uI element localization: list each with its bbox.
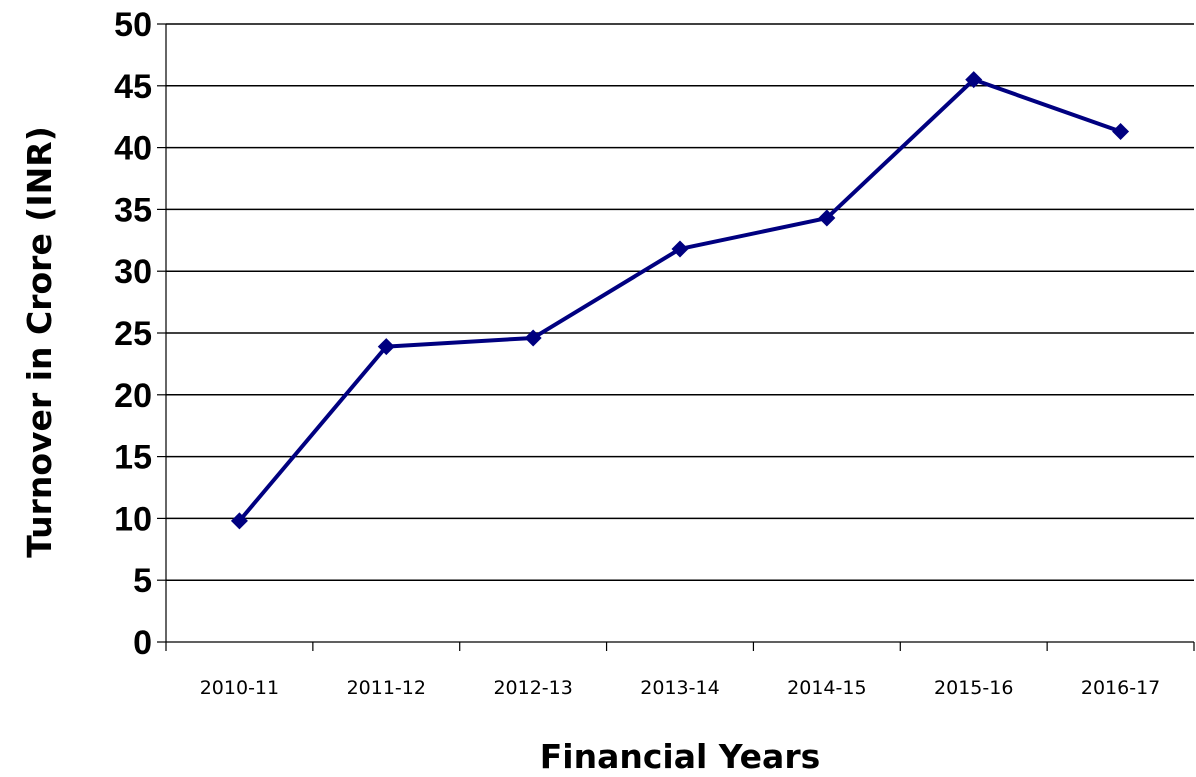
data-point-marker — [671, 240, 689, 258]
series — [230, 71, 1130, 530]
y-tick-label: 0 — [133, 624, 152, 662]
x-tick-label: 2012-13 — [493, 677, 572, 699]
axes — [157, 23, 1195, 651]
x-tick-label: 2011-12 — [347, 677, 426, 699]
data-point-marker — [230, 512, 248, 530]
data-point-marker — [377, 338, 395, 356]
y-tick-label: 25 — [114, 315, 152, 353]
x-tick-label: 2013-14 — [640, 677, 719, 699]
y-tick-label: 35 — [114, 191, 152, 229]
data-point-marker — [1112, 123, 1130, 141]
y-tick-label: 40 — [114, 130, 152, 168]
series-line — [237, 77, 1122, 523]
x-tick-label: 2010-11 — [200, 677, 279, 699]
x-tick-label: 2014-15 — [787, 677, 866, 699]
gridlines — [166, 23, 1194, 581]
y-tick-label: 15 — [114, 439, 152, 477]
y-tick-labels: 0 5 10 15 20 25 30 35 40 45 50 — [114, 6, 152, 662]
data-point-marker — [524, 329, 542, 347]
data-point-marker — [965, 71, 983, 89]
y-tick-label: 50 — [114, 6, 152, 44]
y-tick-label: 10 — [114, 500, 152, 538]
y-tick-label: 5 — [133, 562, 152, 600]
x-tick-label: 2016-17 — [1081, 677, 1160, 699]
x-tick-label: 2015-16 — [934, 677, 1013, 699]
y-axis-title: Turnover in Crore (INR) — [20, 126, 59, 558]
x-axis-title: Financial Years — [540, 737, 820, 776]
y-tick-label: 30 — [114, 253, 152, 291]
data-point-marker — [818, 209, 836, 227]
y-tick-label: 20 — [114, 377, 152, 415]
x-tick-labels: 2010-11 2011-12 2012-13 2013-14 2014-15 2015-… — [200, 677, 1161, 699]
y-tick-label: 45 — [114, 68, 152, 106]
